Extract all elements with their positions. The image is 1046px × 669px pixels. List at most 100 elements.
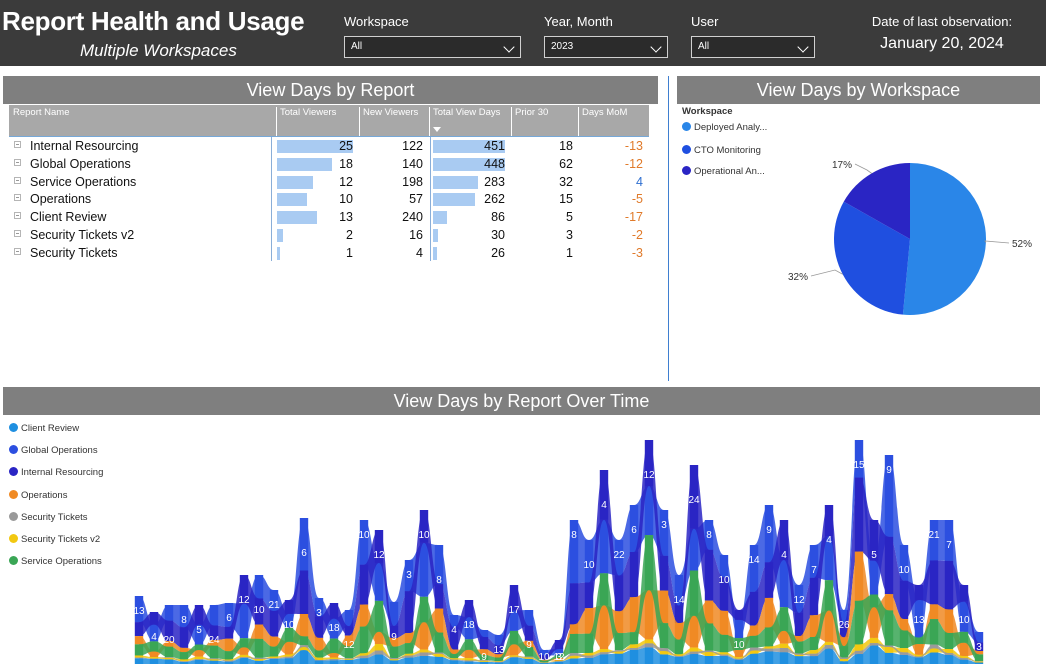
- stream-column[interactable]: [599, 605, 609, 650]
- stream-column[interactable]: [644, 535, 654, 591]
- stream-column[interactable]: [404, 643, 414, 654]
- stream-column[interactable]: [434, 584, 444, 609]
- stream-column[interactable]: [899, 580, 909, 620]
- stream-column[interactable]: [479, 649, 489, 656]
- year-month-dropdown[interactable]: 2023: [544, 36, 668, 58]
- stream-column[interactable]: [134, 644, 144, 656]
- stream-column[interactable]: [944, 520, 954, 561]
- stream-column[interactable]: [194, 605, 204, 625]
- stream-column[interactable]: [269, 646, 279, 657]
- stream-column[interactable]: [479, 655, 489, 661]
- stream-column[interactable]: [239, 638, 249, 648]
- stream-column[interactable]: [704, 651, 714, 657]
- stream-column[interactable]: [659, 654, 669, 664]
- stream-column[interactable]: [329, 657, 339, 660]
- stream-column[interactable]: [659, 623, 669, 649]
- stream-column[interactable]: [194, 659, 204, 660]
- stream-column[interactable]: [464, 660, 474, 662]
- stream-column[interactable]: [599, 470, 609, 520]
- stream-column[interactable]: [389, 638, 399, 647]
- stream-column[interactable]: [734, 649, 744, 658]
- stream-column[interactable]: [839, 637, 849, 647]
- stream-column[interactable]: [959, 601, 969, 632]
- stream-column[interactable]: [659, 555, 669, 591]
- stream-column[interactable]: [734, 658, 744, 660]
- stream-column[interactable]: [464, 600, 474, 618]
- stream-column[interactable]: [194, 644, 204, 651]
- stream-column[interactable]: [524, 658, 534, 664]
- stream-column[interactable]: [314, 616, 324, 638]
- stream-column[interactable]: [164, 620, 174, 642]
- stream-column[interactable]: [569, 583, 579, 625]
- stream-column[interactable]: [284, 627, 294, 642]
- pie-slice[interactable]: [902, 163, 986, 315]
- stream-column[interactable]: [434, 653, 444, 657]
- stream-column[interactable]: [749, 650, 759, 654]
- stream-column[interactable]: [284, 613, 294, 628]
- stream-column[interactable]: [569, 653, 579, 656]
- stream-column[interactable]: [359, 564, 369, 605]
- stream-column[interactable]: [374, 654, 384, 664]
- stream-column[interactable]: [149, 657, 159, 659]
- stream-column[interactable]: [644, 440, 654, 486]
- stream-column[interactable]: [974, 651, 984, 655]
- stream-column[interactable]: [449, 627, 459, 650]
- stream-column[interactable]: [479, 636, 489, 650]
- stream-column[interactable]: [674, 623, 684, 640]
- stream-column[interactable]: [494, 661, 504, 662]
- pie-legend-item-cto[interactable]: CTO Monitoring: [682, 145, 761, 156]
- stream-column[interactable]: [389, 646, 399, 659]
- stream-column[interactable]: [554, 660, 564, 662]
- stream-column[interactable]: [614, 633, 624, 651]
- stream-column[interactable]: [884, 645, 894, 647]
- stream-column[interactable]: [764, 562, 774, 598]
- stream-column[interactable]: [944, 654, 954, 664]
- stream-column[interactable]: [434, 608, 444, 633]
- stream-column[interactable]: [929, 560, 939, 605]
- stream-column[interactable]: [134, 622, 144, 637]
- stream-column[interactable]: [599, 519, 609, 574]
- stream-column[interactable]: [704, 650, 714, 652]
- stream-column[interactable]: [824, 505, 834, 537]
- stream-column[interactable]: [299, 518, 309, 571]
- stream-column[interactable]: [179, 627, 189, 648]
- stream-column[interactable]: [779, 607, 789, 631]
- stream-column[interactable]: [824, 641, 834, 646]
- stream-column[interactable]: [779, 559, 789, 608]
- table-row[interactable]: Service Operations 12 198 283 32 4: [9, 173, 649, 191]
- stream-column[interactable]: [269, 636, 279, 647]
- stream-column[interactable]: [689, 647, 699, 652]
- stream-column[interactable]: [419, 622, 429, 650]
- stream-column[interactable]: [299, 613, 309, 637]
- stream-column[interactable]: [869, 643, 879, 646]
- stream-column[interactable]: [869, 560, 879, 595]
- stream-column[interactable]: [359, 653, 369, 656]
- pie-legend-item-deployed[interactable]: Deployed Analy...: [682, 122, 767, 133]
- stream-column[interactable]: [254, 658, 264, 661]
- stream-column[interactable]: [674, 575, 684, 606]
- stream-column[interactable]: [149, 658, 159, 664]
- stream-column[interactable]: [569, 520, 579, 584]
- stream-column[interactable]: [209, 640, 219, 646]
- stream-column[interactable]: [794, 612, 804, 637]
- stream-column[interactable]: [779, 520, 789, 560]
- stream-column[interactable]: [899, 630, 909, 649]
- stream-column[interactable]: [599, 654, 609, 664]
- col-total-view-days[interactable]: Total View Days: [429, 107, 511, 136]
- stream-column[interactable]: [734, 659, 744, 664]
- stream-column[interactable]: [284, 658, 294, 664]
- stream-column[interactable]: [569, 624, 579, 634]
- stream-column[interactable]: [179, 647, 189, 653]
- stream-column[interactable]: [959, 642, 969, 657]
- expand-icon[interactable]: [14, 141, 21, 148]
- stream-column[interactable]: [689, 465, 699, 529]
- stream-column[interactable]: [389, 660, 399, 664]
- stream-column[interactable]: [614, 653, 624, 664]
- stream-column[interactable]: [869, 594, 879, 608]
- stream-column[interactable]: [839, 661, 849, 664]
- stream-column[interactable]: [674, 605, 684, 624]
- stream-column[interactable]: [314, 598, 324, 617]
- stream-column[interactable]: [899, 648, 909, 653]
- stream-column[interactable]: [524, 610, 534, 626]
- stream-column[interactable]: [509, 655, 519, 657]
